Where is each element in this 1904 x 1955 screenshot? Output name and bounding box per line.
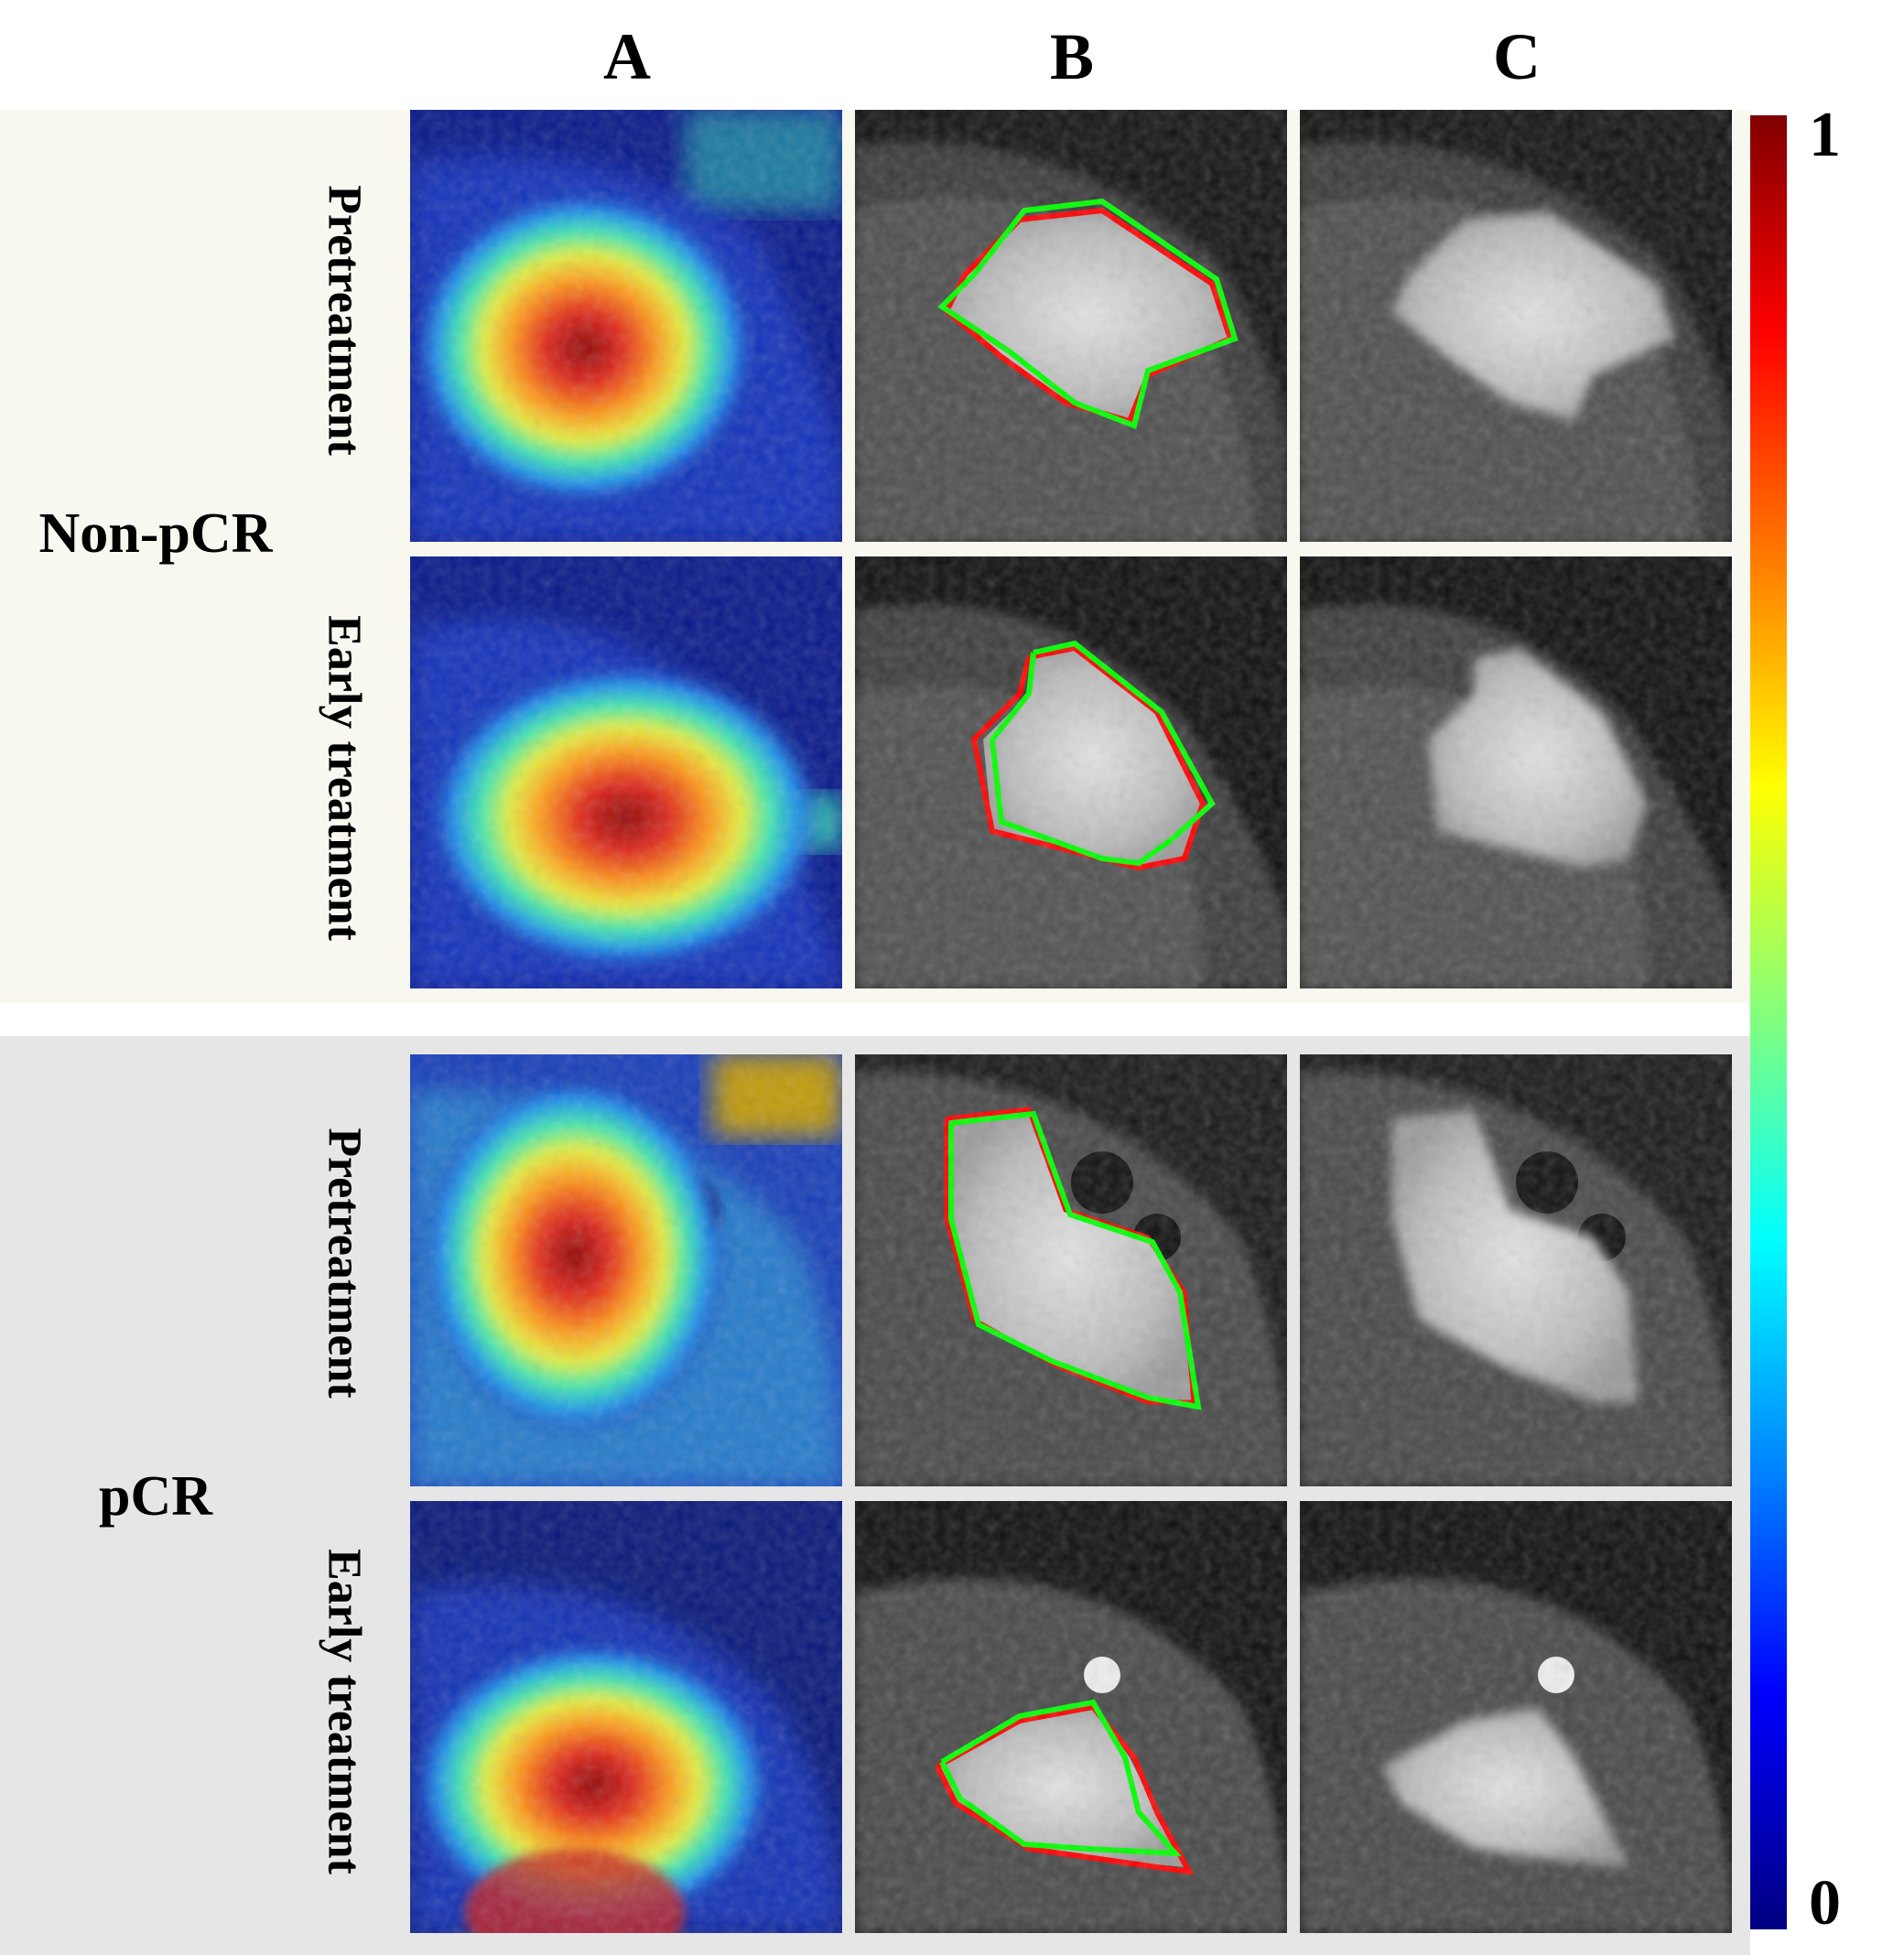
row-label-pcr-pretreatment: Pretreatment <box>318 1128 371 1399</box>
column-header-b: B <box>1049 20 1095 93</box>
panel-nonpcr-early-treatment-mri <box>1300 556 1732 988</box>
row-label-nonpcr-pretreatment: Pretreatment <box>318 185 371 456</box>
panel-pcr-early-treatment-contour <box>855 1501 1287 1933</box>
panel-pcr-pretreatment-heatmap <box>410 1054 842 1486</box>
panel-nonpcr-pretreatment-mri <box>1300 110 1732 542</box>
group-label-nonpcr: Non-pCR <box>38 502 273 565</box>
panel-pcr-pretreatment-mri <box>1300 1054 1732 1486</box>
panel-nonpcr-early-treatment-contour <box>855 556 1287 988</box>
panel-pcr-early-treatment-mri <box>1300 1501 1732 1933</box>
colorbar-max-label: 1 <box>1809 100 1841 170</box>
row-label-nonpcr-early-treatment: Early treatment <box>318 615 371 941</box>
colorbar <box>1750 115 1787 1929</box>
panel-nonpcr-pretreatment-heatmap <box>410 110 842 542</box>
column-header-a: A <box>603 20 651 93</box>
panel-nonpcr-early-treatment-heatmap <box>410 556 842 988</box>
group-label-pcr: pCR <box>98 1465 213 1528</box>
panel-pcr-early-treatment-heatmap <box>410 1501 842 1933</box>
panel-pcr-pretreatment-contour <box>855 1054 1287 1486</box>
column-header-c: C <box>1493 20 1541 93</box>
panel-nonpcr-pretreatment-contour <box>855 110 1287 542</box>
colorbar-min-label: 0 <box>1809 1868 1841 1939</box>
row-label-pcr-early-treatment: Early treatment <box>318 1549 371 1874</box>
